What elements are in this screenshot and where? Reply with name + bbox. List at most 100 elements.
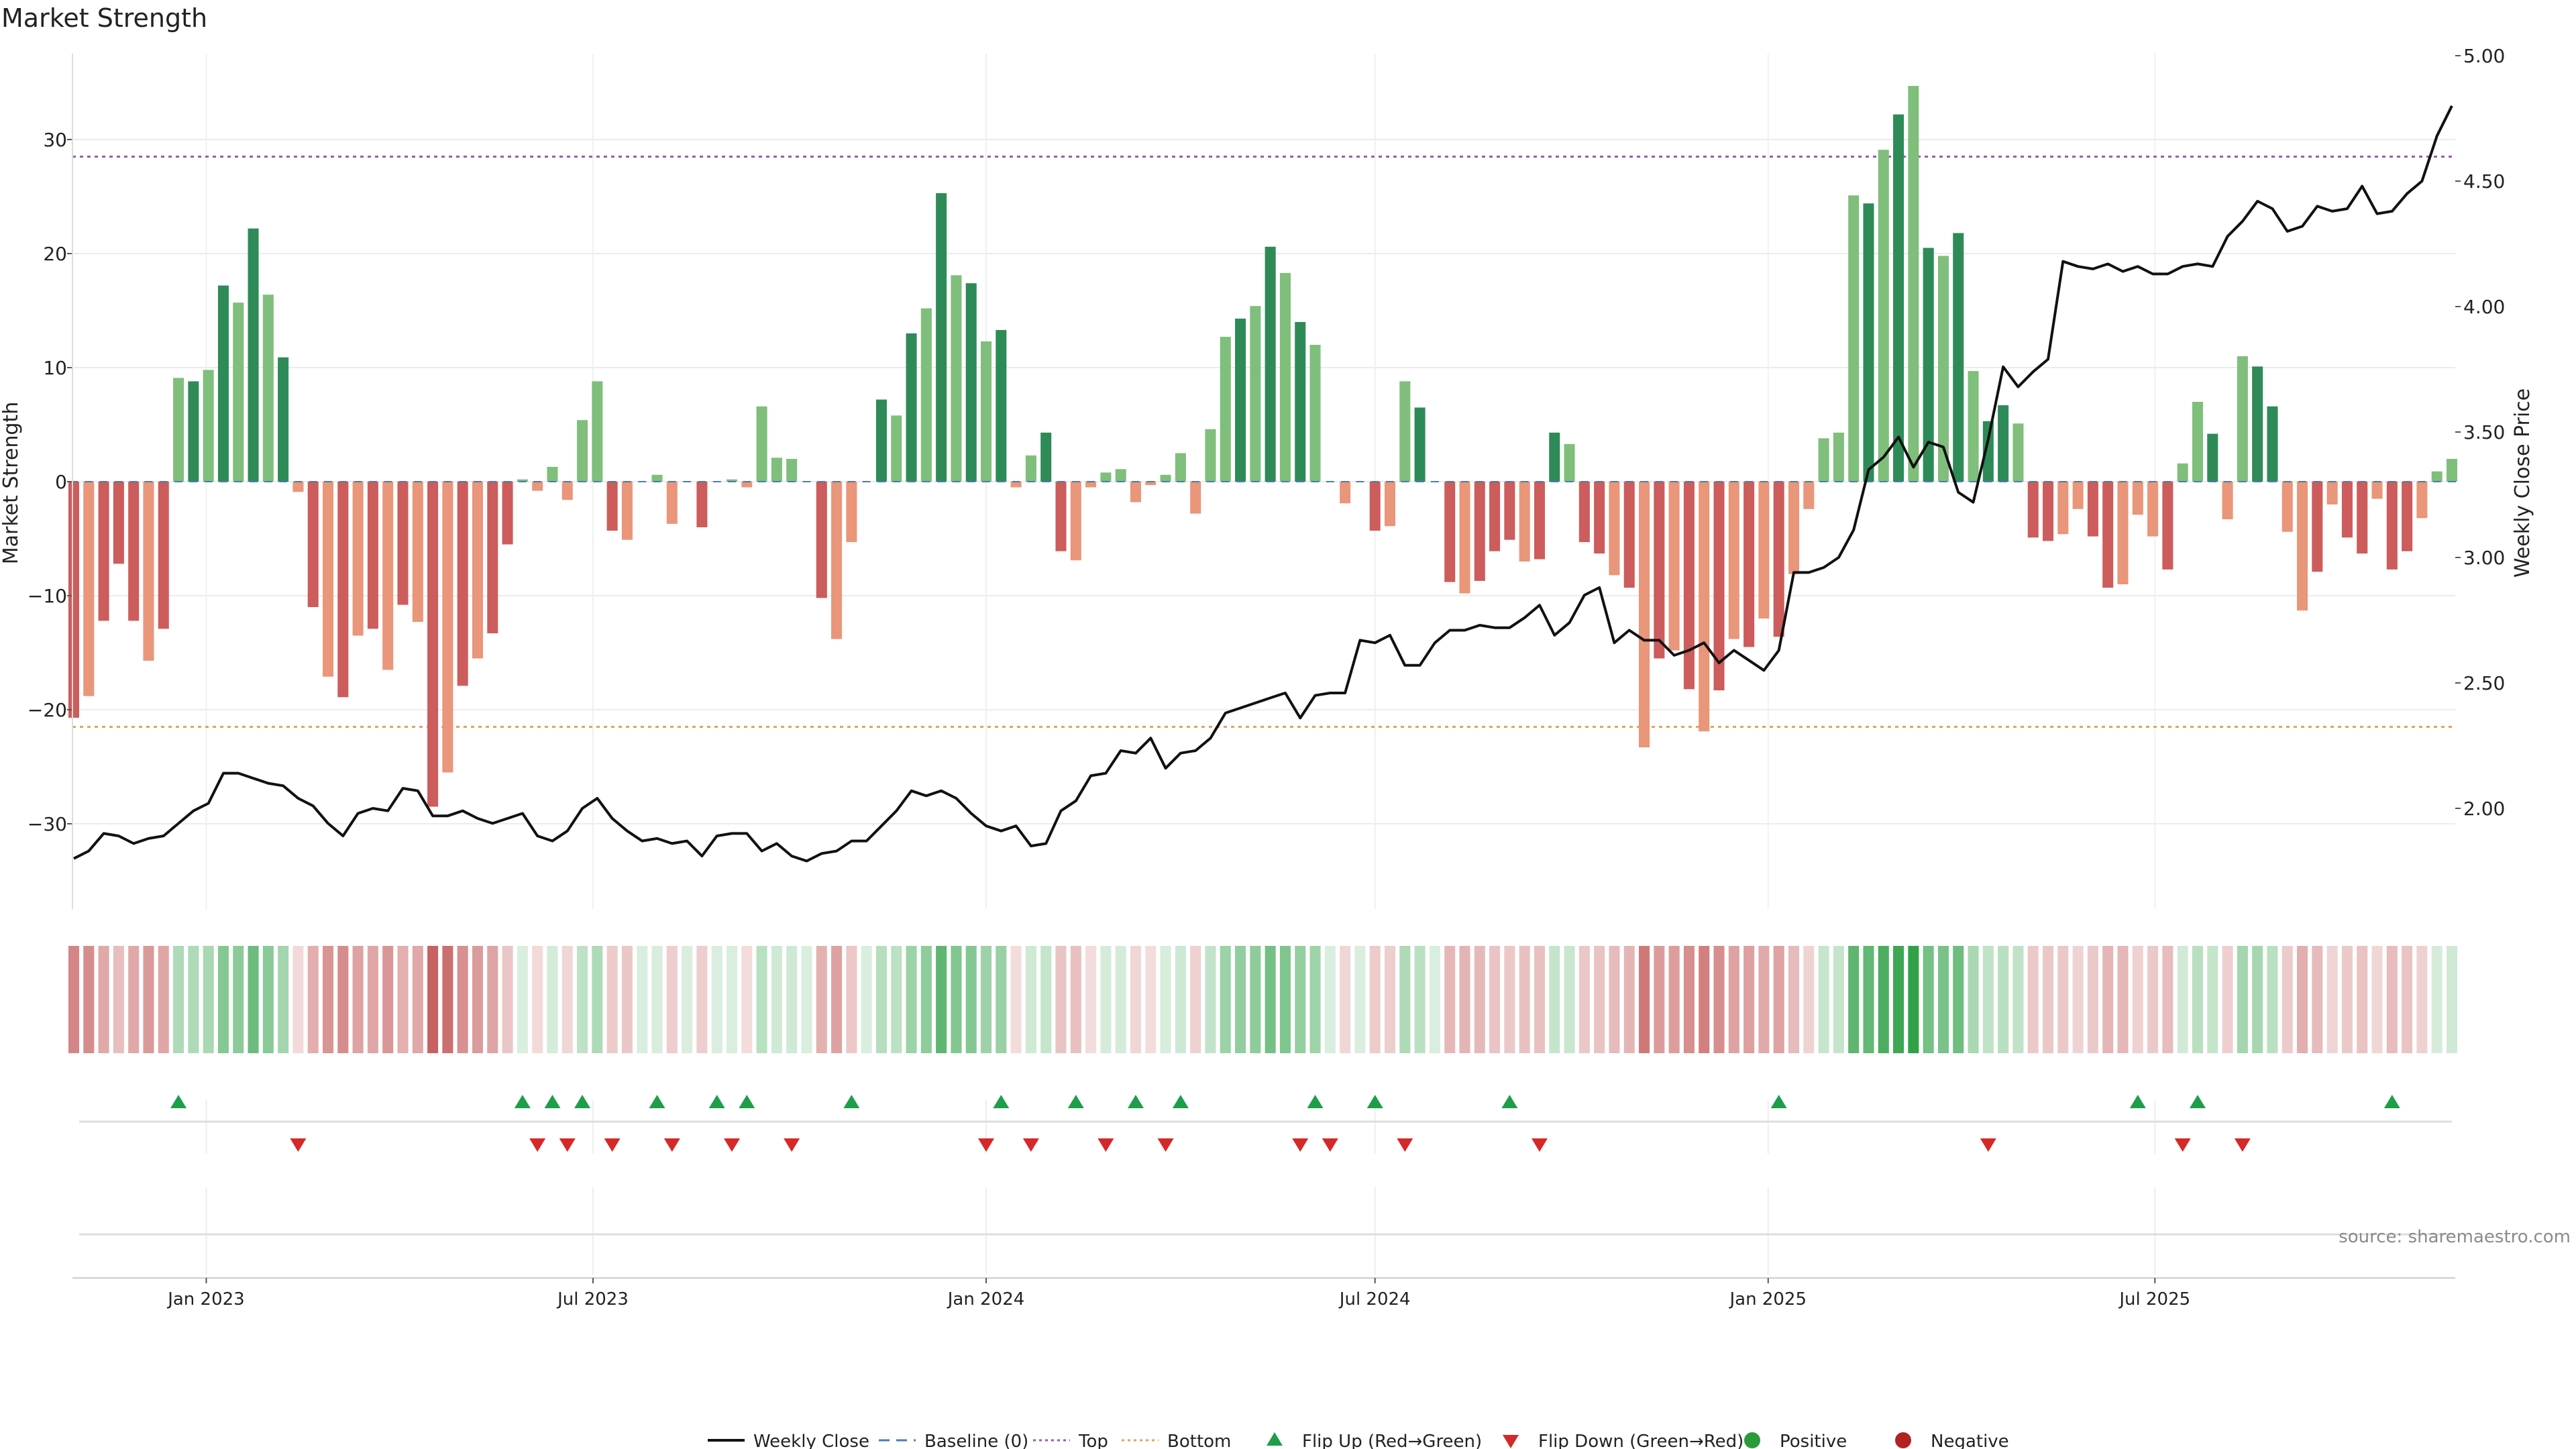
flip-down-marker (290, 1138, 307, 1152)
left-axis-label: Market Strength (0, 402, 23, 564)
strength-bar (307, 482, 319, 607)
heat-cell (2402, 946, 2413, 1053)
strength-bar (442, 482, 453, 773)
heat-cell (547, 946, 558, 1053)
legend-label: Top (1078, 1432, 1108, 1449)
strength-bar (2087, 482, 2098, 537)
strength-bar (2252, 366, 2263, 482)
strength-bar (1070, 482, 1081, 561)
flip-up-marker (843, 1095, 860, 1108)
heat-cell (1115, 946, 1126, 1053)
strength-bar (996, 329, 1007, 482)
heat-cell (637, 946, 648, 1053)
x-tick-label: Jan 2025 (1729, 1289, 1807, 1309)
strength-bar (1549, 432, 1560, 482)
strength-bar (502, 482, 513, 545)
strength-bar (831, 482, 843, 639)
heat-cell (1040, 946, 1052, 1053)
heat-cell (1848, 946, 1860, 1053)
heat-cell (561, 946, 573, 1053)
heat-cell (68, 946, 80, 1053)
heat-cell (711, 946, 722, 1053)
strength-bar (1609, 482, 1620, 576)
strength-bar (397, 482, 409, 605)
heat-cell (442, 946, 453, 1053)
strength-bar (128, 482, 140, 621)
heat-cell (1833, 946, 1844, 1053)
heat-cell (1025, 946, 1036, 1053)
strength-bar (188, 381, 199, 482)
heat-cell (1758, 946, 1770, 1053)
left-tick-label: 0 (55, 471, 67, 493)
strength-bar (292, 482, 304, 492)
strength-bar (1594, 482, 1605, 554)
strength-bar (906, 333, 917, 482)
strength-bar (1654, 482, 1665, 659)
strength-bar (2207, 433, 2218, 482)
strength-bar (2282, 482, 2293, 532)
heat-cell (2012, 946, 2024, 1053)
strength-bar (1010, 482, 1022, 488)
heat-cell (1324, 946, 1336, 1053)
heat-cell (2207, 946, 2218, 1053)
heat-cell (861, 946, 872, 1053)
heat-cell (1205, 946, 1216, 1053)
strength-bar (592, 381, 603, 482)
heat-cell (427, 946, 439, 1053)
strength-bar (412, 482, 423, 623)
strength-bar (1908, 86, 1919, 482)
flip-up-marker (649, 1095, 665, 1108)
heat-cell (1908, 946, 1919, 1053)
heat-cell (532, 946, 543, 1053)
flip-up-marker (739, 1095, 755, 1108)
strength-bar (1773, 482, 1784, 637)
heat-strip (68, 946, 2458, 1053)
strength-bar (1175, 453, 1186, 482)
strength-bar (1235, 318, 1246, 482)
left-tick-label: −10 (28, 585, 67, 607)
heat-cell (846, 946, 857, 1053)
heat-cell (307, 946, 319, 1053)
strength-bar (741, 482, 753, 488)
left-tick-label: 10 (43, 357, 67, 379)
heat-cell (1444, 946, 1456, 1053)
left-tick-label: 30 (43, 129, 67, 151)
heat-cell (158, 946, 169, 1053)
heat-cell (337, 946, 349, 1053)
strength-bar (1055, 482, 1067, 551)
heat-cell (1668, 946, 1680, 1053)
flip-up-marker (1770, 1095, 1787, 1108)
strength-bar (248, 228, 259, 482)
heat-cell (1085, 946, 1097, 1053)
strength-bar (2147, 482, 2159, 537)
x-tick-label: Jul 2025 (2118, 1289, 2190, 1309)
strength-bar (1459, 482, 1470, 594)
heat-cell (83, 946, 95, 1053)
strength-bar (158, 482, 169, 629)
flip-down-marker (1157, 1138, 1174, 1152)
strength-bar (1399, 381, 1411, 482)
strength-bar (2132, 482, 2143, 515)
strength-bar (1279, 272, 1291, 482)
strength-bar (1130, 482, 1142, 502)
heat-cell (2297, 946, 2308, 1053)
strength-bar (2312, 482, 2323, 572)
heat-cell (367, 946, 378, 1053)
strength-bar (1369, 482, 1381, 531)
strength-bar (1115, 469, 1126, 482)
heat-cell (1773, 946, 1784, 1053)
heat-cell (1010, 946, 1022, 1053)
heat-cell (2326, 946, 2338, 1053)
strength-bar (1025, 455, 1036, 482)
heat-cell (1354, 946, 1366, 1053)
strength-bar (1414, 407, 1426, 482)
strength-bar (1668, 482, 1680, 651)
heat-cell (1519, 946, 1530, 1053)
strength-bar (771, 458, 782, 482)
heat-cell (1459, 946, 1470, 1053)
strength-bar (2446, 459, 2458, 482)
flip-up-marker (544, 1095, 561, 1108)
strength-bar (1578, 482, 1590, 543)
heat-cell (2222, 946, 2233, 1053)
